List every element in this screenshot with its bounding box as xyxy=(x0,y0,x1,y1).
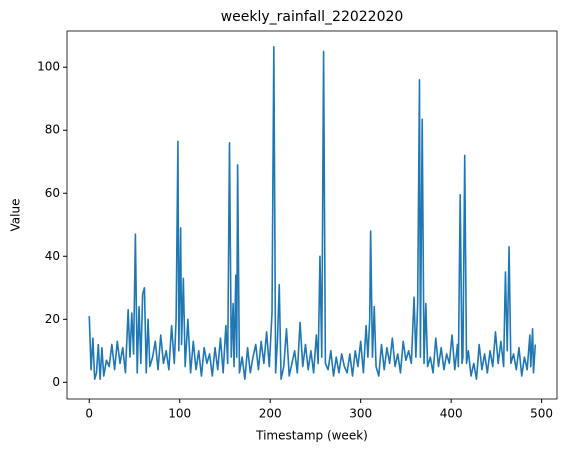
x-tick-label: 200 xyxy=(259,407,282,421)
x-tick-label: 500 xyxy=(530,407,553,421)
y-tick-label: 0 xyxy=(52,375,60,389)
data-line xyxy=(88,45,537,380)
x-axis-label: Timestamp (week) xyxy=(255,429,368,443)
y-tick-label: 80 xyxy=(45,123,60,137)
y-tick-label: 20 xyxy=(45,312,60,326)
y-tick-label: 100 xyxy=(37,60,60,74)
x-tick-label: 300 xyxy=(349,407,372,421)
y-tick-label: 40 xyxy=(45,249,60,263)
y-axis-label: Value xyxy=(9,199,23,232)
x-tick-label: 400 xyxy=(440,407,463,421)
y-tick-label: 60 xyxy=(45,186,60,200)
x-tick-label: 0 xyxy=(85,407,93,421)
plot-frame xyxy=(66,30,558,400)
chart-title: weekly_rainfall_22022020 xyxy=(221,9,404,25)
x-tick-label: 100 xyxy=(168,407,191,421)
